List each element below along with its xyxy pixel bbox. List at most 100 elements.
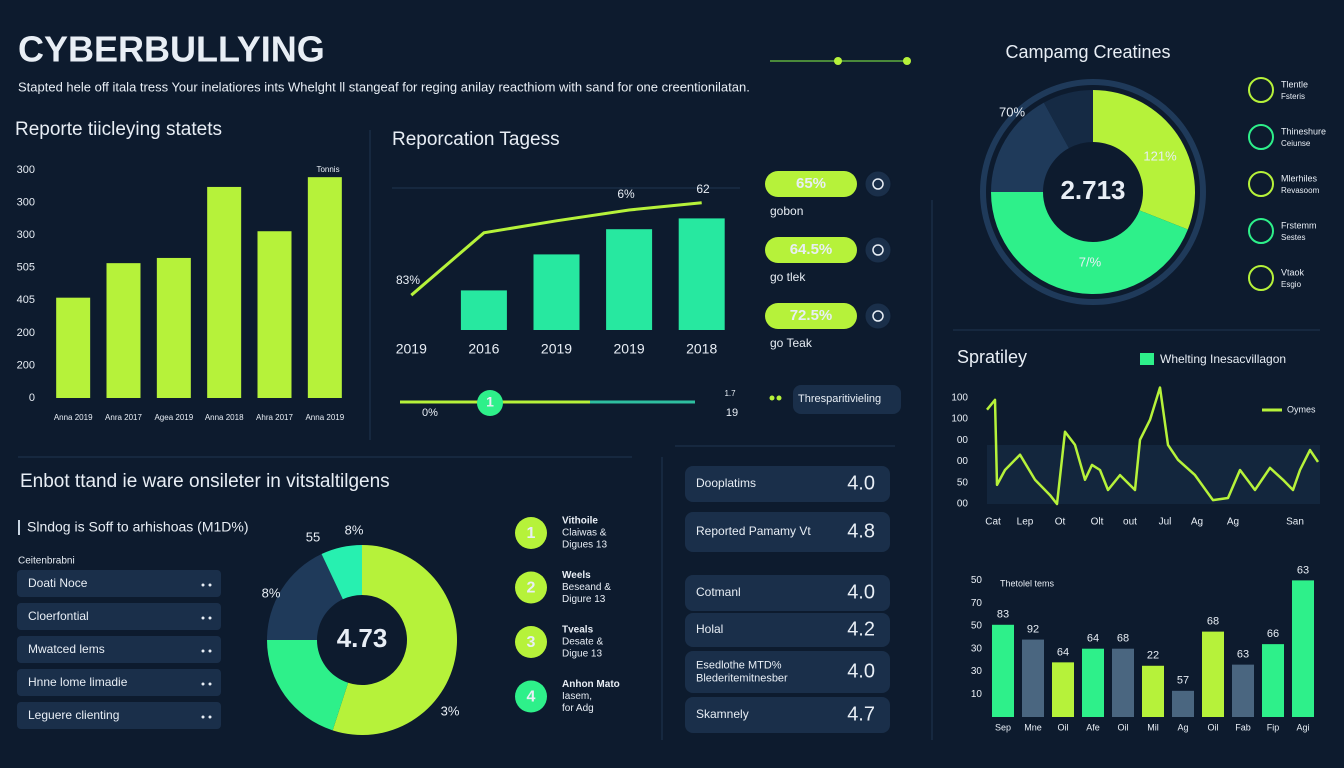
step-number: 2 [527, 580, 536, 597]
pill-label: go Teak [770, 336, 813, 350]
page-subtitle: Stapted hele off itala tress Your inelat… [18, 79, 750, 94]
list-item[interactable] [17, 603, 221, 630]
pill-icon [864, 302, 892, 330]
stat-label: Blederitemitnesber [696, 672, 788, 684]
subtitle-bar [18, 520, 20, 535]
bar [307, 177, 342, 398]
annotation: 121% [1143, 148, 1177, 163]
x-tick-label: Anna 2019 [54, 413, 93, 422]
x-tick-label: 2019 [541, 341, 572, 357]
slider-thumb[interactable] [477, 390, 503, 416]
y-tick-label: 300 [17, 164, 35, 176]
x-tick-label: Ag [1191, 517, 1203, 528]
annotation: 55 [306, 529, 320, 544]
icon [1248, 77, 1274, 103]
step-text: Claiwas & [562, 528, 607, 539]
bar [1262, 644, 1284, 717]
x-tick-label: Sep [995, 722, 1011, 732]
step-text: Vithoile [562, 516, 598, 527]
x-tick-label: Oil [1208, 722, 1219, 732]
step-text: Weels [562, 570, 591, 581]
tag-dot [769, 395, 775, 401]
list-item[interactable] [17, 702, 221, 729]
annotation: 70% [999, 104, 1025, 119]
legend-label: Oymes [1287, 404, 1316, 414]
list-dot [208, 616, 212, 620]
chart-title: Campamg Creatines [1005, 42, 1170, 62]
icon [1248, 218, 1274, 244]
pill-icon-inner [872, 178, 884, 190]
pie-slice [267, 640, 349, 731]
x-tick-label: Mne [1024, 722, 1042, 732]
x-tick-label: 2018 [686, 341, 717, 357]
x-tick-label: Ag [1177, 722, 1188, 732]
bar [1022, 639, 1044, 717]
list-dot [208, 682, 212, 686]
header-dot [834, 57, 842, 65]
bar-annotation: 83 [997, 609, 1009, 621]
chart-title: Thetolel tems [1000, 578, 1055, 588]
pie-slice [267, 554, 343, 640]
icon-title: Thineshure [1281, 126, 1326, 136]
x-tick-label: Oil [1118, 722, 1129, 732]
y-tick-label: 405 [17, 294, 35, 306]
list-item[interactable] [17, 669, 221, 696]
x-tick-label: Afe [1086, 722, 1100, 732]
list-dot [201, 715, 205, 719]
x-tick-label: Fab [1235, 722, 1251, 732]
tag-label: Thresparitivieling [798, 393, 881, 405]
x-tick-label: 2016 [468, 341, 499, 357]
x-tick-label: Ag [1227, 517, 1239, 528]
bar-annotation: 66 [1267, 628, 1279, 640]
x-tick-label: Jul [1159, 517, 1172, 528]
x-tick-label: Ot [1055, 517, 1066, 528]
stat-label: Cotmanl [696, 585, 741, 599]
section-heading: Enbot ttand ie ware onsileter in vitstal… [20, 471, 390, 492]
icon [1248, 124, 1274, 150]
legend-swatch [1140, 353, 1154, 365]
y-tick-label: 300 [17, 229, 35, 241]
stat-label: Holal [696, 622, 723, 636]
y-tick-label: 30 [971, 643, 983, 654]
x-tick-label: Olt [1091, 517, 1104, 528]
y-tick-label: 200 [17, 359, 35, 371]
x-tick-label: Lep [1017, 517, 1034, 528]
stat-label: Skamnely [696, 707, 749, 721]
list-item-label: Cloerfontial [28, 609, 89, 623]
list-item-label: Mwatced lems [28, 642, 105, 656]
x-tick-label: Agea 2019 [154, 413, 193, 422]
icon-subtitle: Ceiunse [1281, 139, 1311, 148]
bar-annotation: 64 [1057, 646, 1069, 658]
x-tick-label: Fip [1267, 722, 1280, 732]
bar [257, 231, 292, 398]
pill [765, 237, 857, 263]
list-dot [201, 682, 205, 686]
x-tick-label: out [1123, 517, 1137, 528]
list-dot [201, 616, 205, 620]
step-number: 1 [527, 525, 536, 542]
list-item[interactable] [17, 636, 221, 663]
x-tick-label: San [1286, 517, 1304, 528]
annotation: 8% [345, 522, 364, 537]
annotation: 6% [617, 187, 635, 201]
bar [1142, 665, 1164, 717]
pill-icon-inner [872, 310, 884, 322]
step-text: Beseand & [562, 582, 611, 593]
bar [1082, 648, 1104, 717]
list-item[interactable] [17, 570, 221, 597]
slider-start: 0% [422, 407, 438, 419]
list-dot [208, 715, 212, 719]
pie-center-label: 2.713 [1060, 175, 1125, 205]
icon-title: Vtaok [1281, 267, 1305, 277]
annotation: 3% [441, 703, 460, 718]
y-tick-label: 00 [957, 499, 969, 510]
stat-value: 4.0 [847, 660, 875, 682]
bar [1112, 648, 1134, 717]
y-tick-label: 70 [971, 598, 983, 609]
bar-annotation: 22 [1147, 650, 1159, 662]
bar-annotation: 64 [1087, 633, 1099, 645]
stat-label: Esedlothe MTD% [696, 659, 782, 671]
bar [1202, 631, 1224, 717]
stat-value: 4.8 [847, 520, 875, 542]
icon [1248, 265, 1274, 291]
